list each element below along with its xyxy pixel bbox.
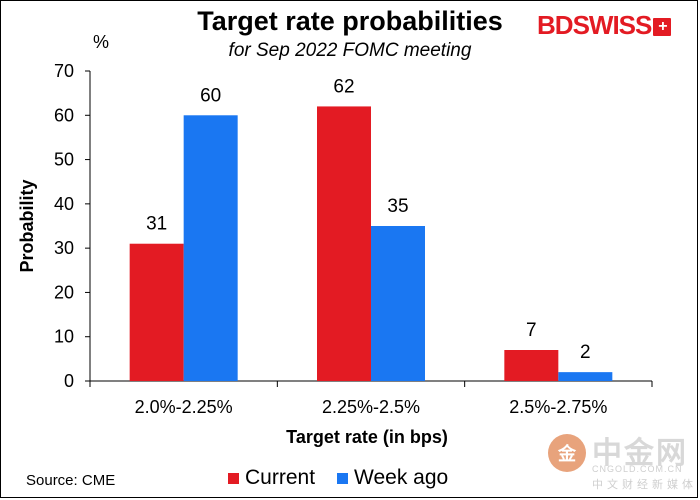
- x-tick-label: 2.5%-2.75%: [509, 397, 607, 417]
- data-label: 31: [146, 214, 167, 235]
- y-unit-label: %: [93, 32, 109, 52]
- legend-swatch-current: [228, 472, 239, 484]
- chart-subtitle: for Sep 2022 FOMC meeting: [228, 40, 472, 61]
- chart-legend: Current Week ago: [228, 466, 470, 490]
- y-tick-label: 20: [54, 282, 74, 302]
- bar-chart: 0 10 20 30 40 50 60 70% Probability 2.0%-2.25% 31 6…: [17, 32, 653, 447]
- legend-entry-week-ago: Week ago: [337, 466, 448, 490]
- cngold-logo-icon: 金: [548, 434, 586, 472]
- bdswiss-logo: BDSWISS +: [537, 10, 672, 41]
- x-axis-title: Target rate (in bps): [286, 427, 448, 447]
- logo-bd: BD: [537, 10, 574, 40]
- y-tick-label: 10: [54, 327, 74, 347]
- y-tick-label: 30: [54, 238, 74, 258]
- bar-week-ago: [183, 115, 238, 382]
- data-label: 60: [200, 85, 221, 106]
- legend-entry-current: Current: [228, 466, 315, 490]
- y-tick-label: 70: [54, 61, 74, 81]
- chart-title: Target rate probabilities: [197, 6, 503, 36]
- bar-week-ago: [371, 226, 425, 381]
- data-label: 2: [580, 342, 591, 363]
- watermark-url: CNGOLD.COM.CN: [592, 464, 683, 474]
- bar-week-ago: [558, 372, 613, 381]
- data-label: 62: [333, 76, 354, 97]
- legend-label-week-ago: Week ago: [354, 466, 449, 489]
- data-label: 35: [387, 196, 408, 217]
- bar-current: [504, 350, 559, 381]
- data-label: 7: [526, 320, 537, 341]
- source-note: Source: CME: [26, 472, 116, 489]
- bar-current: [317, 106, 371, 381]
- bar-current: [129, 243, 184, 381]
- logo-swiss: SWISS: [572, 10, 653, 40]
- legend-swatch-week-ago: [337, 472, 349, 484]
- x-tick-label: 2.0%-2.25%: [135, 397, 233, 417]
- x-tick-label: 2.25%-2.5%: [322, 397, 420, 417]
- watermark-tagline: 中文财经新媒体: [592, 479, 697, 491]
- cngold-watermark: 金 中金网 CNGOLD.COM.CN 中文财经新媒体: [548, 426, 698, 496]
- y-axis-title: Probability: [17, 179, 37, 272]
- y-tick-label: 50: [54, 150, 74, 170]
- legend-label-current: Current: [245, 466, 316, 489]
- y-tick-label: 40: [54, 194, 74, 214]
- y-tick-label: 60: [54, 105, 74, 125]
- swiss-flag-icon: +: [653, 18, 672, 36]
- watermark-name: 中金网: [592, 437, 688, 470]
- y-tick-label: 0: [64, 371, 74, 391]
